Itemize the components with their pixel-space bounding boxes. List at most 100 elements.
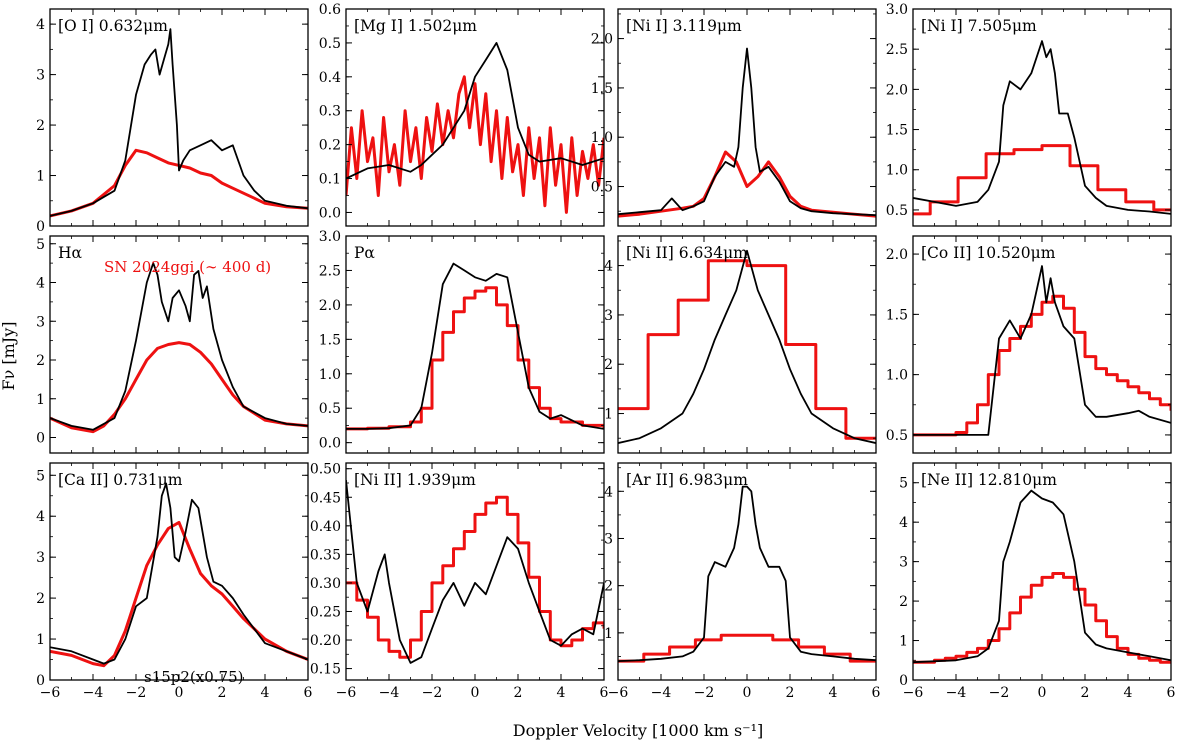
observed-line-10: [346, 495, 604, 659]
y-tick-label: 1: [36, 392, 45, 408]
panel-frame: [49, 8, 309, 227]
y-tick-label: 0.40: [310, 519, 341, 535]
y-tick-label: 1.0: [319, 367, 341, 383]
y-tick-label: 1.5: [591, 81, 613, 97]
panel-title: [Ni I] 3.119μm: [626, 17, 742, 35]
y-tick-label: 0.15: [310, 662, 341, 678]
y-tick-label: 5: [36, 468, 45, 484]
y-tick-label: 0.5: [319, 36, 341, 52]
panel-12: −6 −4 −2 0 2 4 6 0 1 2 3 4 5 [Ne II] 12.810μm: [899, 462, 1176, 701]
model-line-4: [913, 40, 1171, 215]
x-tick-label: 6: [304, 685, 313, 701]
x-tick-label: 2: [786, 685, 795, 701]
x-tick-label: −4: [946, 685, 967, 701]
panel-6: 0.0 0.5 1.0 1.5 2.0 2.5 3.0 Pα: [319, 229, 605, 454]
y-tick-label: 2.0: [319, 298, 341, 314]
y-tick-label: 3: [36, 550, 45, 566]
x-tick-label: 4: [261, 685, 270, 701]
y-tick-label: 1.0: [886, 368, 908, 384]
observed-line-1: [50, 148, 308, 218]
panel-title: [Ne II] 12.810μm: [921, 471, 1057, 489]
x-tick-label: −6: [608, 685, 629, 701]
model-line-7: [618, 249, 876, 444]
model-line-6: [346, 262, 604, 430]
y-tick-label: 3: [899, 555, 908, 571]
x-tick-label: 2: [514, 685, 523, 701]
model-note: s15p2(x0.75): [144, 668, 244, 686]
observed-line-4: [913, 144, 1171, 216]
legend-observed: SN 2024ggi (∼ 400 d): [104, 258, 271, 276]
model-line-11: [618, 485, 876, 662]
x-tick-label: −6: [40, 685, 61, 701]
x-tick-label: −2: [694, 685, 715, 701]
panel-title: [Ni I] 7.505μm: [921, 17, 1037, 35]
y-tick-label: 1: [899, 634, 908, 650]
y-tick-label: 0.45: [310, 490, 341, 506]
x-tick-label: −2: [126, 685, 147, 701]
observed-line-2: [346, 75, 604, 214]
y-tick-label: 0.50: [310, 462, 341, 478]
x-tick-label: 0: [175, 685, 184, 701]
y-tick-label: 2: [36, 353, 45, 369]
panel-4: 0.5 1.0 1.5 2.0 2.5 3.0 [Ni I] 7.505μm: [886, 2, 1172, 227]
panel-2: 0.0 0.1 0.2 0.3 0.4 0.5 0.6 [Mg I] 1.502μm: [319, 2, 605, 227]
x-tick-label: 0: [1038, 685, 1047, 701]
y-tick-label: 0.5: [591, 180, 613, 196]
panel-title: Pα: [354, 244, 375, 262]
y-tick-label: 3: [36, 68, 45, 84]
x-tick-label: −4: [651, 685, 672, 701]
y-axis-title: Fν [mJy]: [0, 321, 18, 390]
y-tick-label: 0: [36, 431, 45, 447]
panel-title: [Ni II] 6.634μm: [626, 244, 748, 262]
y-tick-label: 0.4: [319, 70, 341, 86]
y-tick-label: 0: [36, 673, 45, 689]
y-tick-label: 5: [36, 237, 45, 253]
model-line-8: [913, 265, 1171, 436]
x-tick-label: −6: [336, 685, 357, 701]
y-tick-label: 0.35: [310, 547, 341, 563]
model-line-5: [50, 262, 308, 431]
panel-title: [Ar II] 6.983μm: [626, 471, 748, 489]
panel-frame: [345, 235, 605, 454]
observed-line-8: [913, 294, 1171, 437]
model-line-3: [618, 47, 876, 217]
y-tick-label: 1.5: [319, 332, 341, 348]
panel-7: 1 2 3 4 [Ni II] 6.634μm: [604, 235, 877, 454]
x-tick-label: 4: [829, 685, 838, 701]
x-tick-label: 2: [218, 685, 227, 701]
y-tick-label: 1: [36, 632, 45, 648]
y-tick-label: 0.1: [319, 172, 341, 188]
model-line-12: [913, 489, 1171, 664]
panel-9: −6 −4 −2 0 2 4 6 0 1 2 3 4 5 [Ca II] 0.731μm: [36, 462, 313, 701]
panel-8: 0.5 1.0 1.5 2.0 [Co II] 10.520μm: [886, 235, 1172, 454]
panel-1: 0 1 2 3 4 [O I] 0.632μm: [36, 8, 309, 235]
y-tick-label: 0.5: [319, 401, 341, 417]
panel-frame: [345, 462, 605, 681]
y-tick-label: 0: [36, 219, 45, 235]
y-tick-label: 2: [899, 594, 908, 610]
observed-line-12: [913, 572, 1171, 664]
y-tick-label: 2.5: [886, 42, 908, 58]
y-tick-label: 0.0: [319, 205, 341, 221]
y-tick-label: 0.6: [319, 2, 341, 18]
panel-11: −6 −4 −2 0 2 4 6 1 2 3 4 [Ar II] 6.983μm: [604, 462, 881, 701]
y-tick-label: 2.0: [591, 32, 613, 48]
x-tick-label: 6: [1167, 685, 1176, 701]
y-tick-label: 0.5: [886, 428, 908, 444]
y-tick-label: 3: [36, 314, 45, 330]
x-tick-label: −4: [83, 685, 104, 701]
x-tick-label: 2: [1081, 685, 1090, 701]
y-tick-label: 1: [604, 407, 613, 423]
panel-frame: [617, 235, 877, 454]
x-tick-label: 4: [1124, 685, 1133, 701]
model-line-1: [50, 28, 308, 217]
y-tick-label: 2: [36, 118, 45, 134]
y-tick-label: 0.5: [886, 203, 908, 219]
x-tick-label: −6: [903, 685, 924, 701]
x-tick-label: 6: [872, 685, 881, 701]
y-tick-label: 0.0: [319, 436, 341, 452]
y-tick-label: 4: [36, 17, 45, 33]
panel-title: [Ca II] 0.731μm: [58, 471, 183, 489]
x-tick-label: 4: [557, 685, 566, 701]
